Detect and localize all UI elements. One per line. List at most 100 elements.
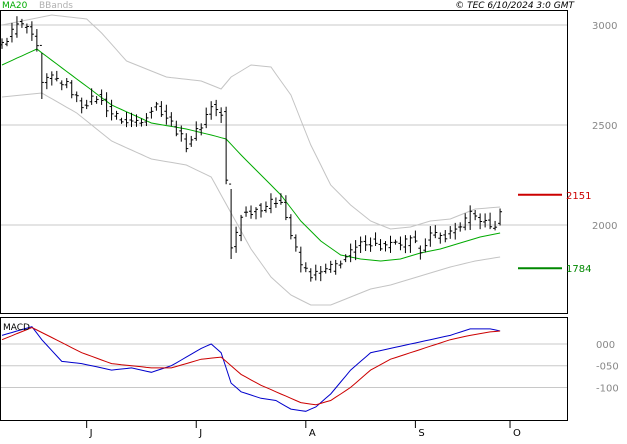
price-bar bbox=[333, 259, 338, 275]
price-bar bbox=[458, 222, 463, 232]
price-bar bbox=[19, 18, 24, 28]
price-bar bbox=[263, 201, 268, 213]
price-bar bbox=[24, 23, 29, 34]
price-bar bbox=[408, 235, 413, 253]
price-bar bbox=[99, 89, 104, 105]
price-bar bbox=[368, 237, 373, 252]
price-panel-frame bbox=[0, 10, 568, 314]
price-bar bbox=[149, 107, 154, 119]
price-bar bbox=[258, 203, 263, 218]
price-bar bbox=[109, 99, 114, 121]
price-bar bbox=[428, 226, 433, 247]
price-bar bbox=[308, 268, 313, 282]
macd-grid bbox=[1, 343, 567, 388]
price-bar bbox=[34, 29, 39, 52]
bband-upper bbox=[1, 14, 501, 230]
price-bar bbox=[483, 213, 488, 228]
month-label: J bbox=[89, 428, 93, 439]
price-bar bbox=[234, 226, 239, 253]
price-bar bbox=[54, 70, 59, 82]
price-bar bbox=[49, 71, 54, 86]
macd-lines bbox=[1, 326, 501, 412]
price-bar bbox=[463, 213, 468, 231]
price-grid bbox=[1, 24, 567, 226]
macd-series-signal bbox=[1, 326, 501, 406]
price-bar bbox=[69, 80, 74, 99]
price-bar bbox=[219, 107, 224, 123]
price-bar bbox=[164, 104, 169, 125]
price-bar bbox=[154, 101, 159, 111]
price-bar bbox=[438, 232, 443, 244]
price-bar bbox=[114, 110, 119, 120]
price-bar bbox=[159, 101, 164, 117]
price-bar bbox=[343, 254, 348, 263]
price-bar bbox=[323, 263, 328, 274]
price-bar bbox=[229, 183, 234, 259]
macd-series-macd bbox=[1, 326, 501, 412]
price-bar bbox=[44, 73, 49, 90]
price-bar bbox=[29, 21, 34, 41]
price-bar bbox=[0, 38, 4, 49]
price-bar bbox=[373, 232, 378, 247]
bollinger-bands bbox=[1, 14, 501, 306]
price-bar bbox=[448, 226, 453, 239]
price-bar bbox=[139, 118, 144, 127]
resistance-level-label: 2151 bbox=[566, 191, 591, 202]
price-bar bbox=[288, 214, 293, 240]
price-bar bbox=[358, 236, 363, 253]
price-bar bbox=[398, 236, 403, 251]
price-bar bbox=[403, 235, 408, 254]
price-bar bbox=[94, 96, 99, 104]
price-bar bbox=[129, 112, 134, 128]
price-bar bbox=[388, 235, 393, 253]
price-bar bbox=[74, 91, 79, 103]
price-bar bbox=[239, 214, 244, 242]
copyright-label: © TEC 6/10/2024 3:0 GMT bbox=[455, 1, 575, 11]
price-bar bbox=[174, 120, 179, 137]
price-bar bbox=[89, 88, 94, 105]
price-bar bbox=[328, 260, 333, 273]
price-bar bbox=[119, 117, 124, 124]
price-bar bbox=[278, 193, 283, 205]
price-bar bbox=[134, 114, 139, 127]
macd-tick-label: 000 bbox=[596, 340, 615, 351]
price-bar bbox=[64, 78, 69, 89]
price-bar bbox=[194, 121, 199, 141]
price-tick-label: 2000 bbox=[592, 221, 617, 232]
price-bar bbox=[433, 225, 438, 239]
price-bar bbox=[338, 260, 343, 269]
y-axis-labels: 2000 2500 3000 000 -050 -100 bbox=[592, 21, 619, 394]
price-bar bbox=[144, 113, 149, 127]
price-bar bbox=[104, 92, 109, 118]
price-bar bbox=[199, 123, 204, 136]
price-tick-label: 2500 bbox=[592, 121, 617, 132]
month-label: J bbox=[198, 428, 202, 439]
month-label: S bbox=[418, 428, 424, 439]
ma20-path bbox=[1, 48, 501, 262]
price-bar bbox=[254, 207, 259, 220]
price-bar bbox=[498, 208, 503, 226]
price-bar bbox=[473, 210, 478, 221]
bbands-legend-label: BBands bbox=[39, 1, 73, 11]
price-bar bbox=[293, 234, 298, 252]
price-bar bbox=[363, 235, 368, 252]
price-bar bbox=[273, 197, 278, 208]
price-bar bbox=[59, 80, 64, 91]
price-bar bbox=[14, 16, 19, 38]
support-level-label: 1784 bbox=[566, 264, 591, 275]
price-bar bbox=[488, 212, 493, 230]
price-bar bbox=[184, 133, 189, 153]
price-bar bbox=[313, 264, 318, 281]
price-bar bbox=[413, 230, 418, 244]
price-bar bbox=[189, 135, 194, 147]
price-bar bbox=[423, 238, 428, 253]
ma20-legend-label: MA20 bbox=[2, 1, 28, 11]
month-label: O bbox=[513, 428, 521, 439]
price-bar bbox=[209, 101, 214, 120]
price-bar bbox=[79, 97, 84, 114]
price-bar bbox=[378, 239, 383, 251]
price-bar bbox=[169, 112, 174, 127]
